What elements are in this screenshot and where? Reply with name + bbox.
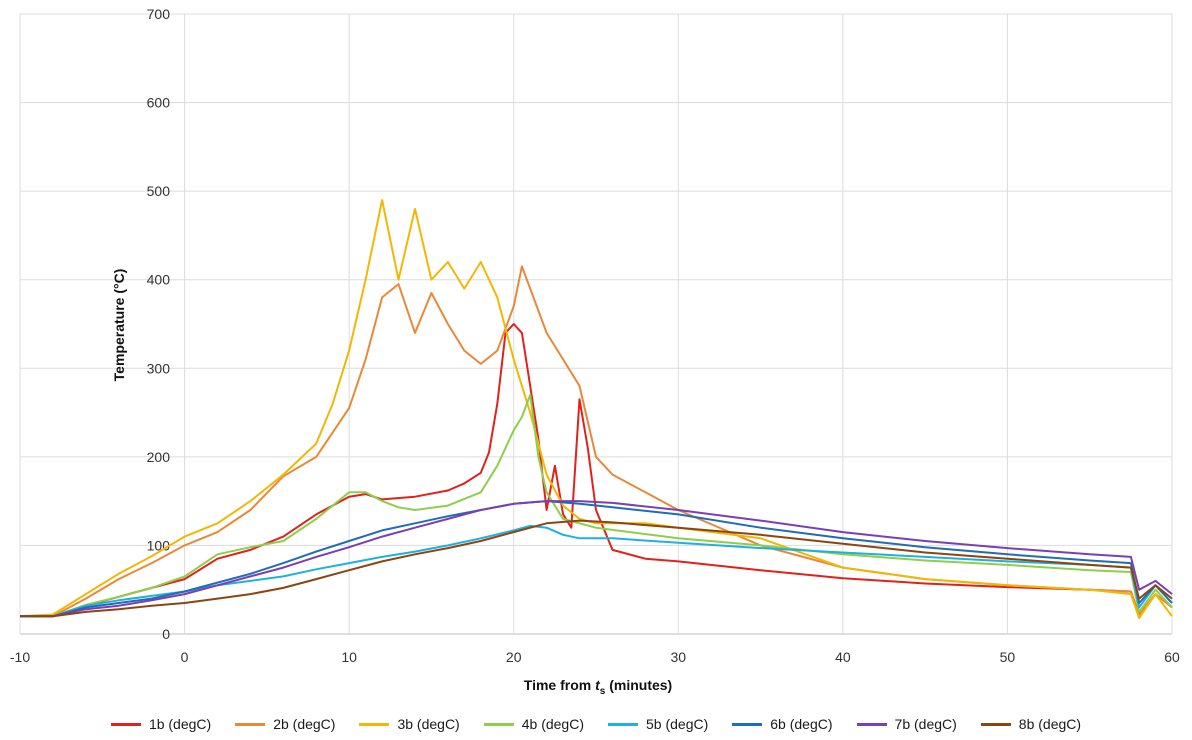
y-tick-label: 700 [147, 6, 171, 22]
series-line-7b [20, 500, 1173, 618]
x-tick-label: 20 [506, 649, 522, 665]
legend-item: 2b (degC) [235, 716, 335, 732]
y-tick-label: 0 [162, 626, 170, 642]
legend-label: 4b (degC) [521, 716, 584, 732]
legend-label: 1b (degC) [148, 716, 212, 732]
legend-item: 3b (degC) [359, 716, 460, 732]
x-axis-title-var: t [595, 677, 601, 693]
x-tick-label: 40 [835, 649, 851, 665]
x-tick-label: 30 [670, 649, 686, 665]
grid-lines [19, 13, 1173, 635]
x-tick-label: 60 [1164, 649, 1180, 665]
legend-item: 7b (degC) [856, 716, 957, 732]
x-tick-label: -10 [10, 649, 30, 665]
series-line-4b [20, 393, 1173, 618]
legend-label: 6b (degC) [770, 716, 833, 732]
legend-label: 8b (degC) [1018, 716, 1082, 732]
x-tick-label: 10 [341, 649, 357, 665]
x-axis-title-sub: s [600, 686, 606, 697]
legend-item: 8b (degC) [980, 716, 1082, 732]
x-axis-title-suffix: (minutes) [605, 677, 672, 693]
legend-swatch [235, 722, 266, 726]
legend-label: 7b (degC) [894, 716, 957, 732]
x-axis-title-prefix: Time from [524, 677, 595, 693]
series-line-3b [19, 199, 1173, 620]
x-tick-label: 0 [181, 649, 189, 665]
legend-swatch [980, 722, 1011, 726]
legend-swatch [856, 722, 887, 726]
y-axis-title: Temperature (°C) [111, 269, 127, 382]
series-line-8b [20, 519, 1173, 618]
legend-item: 6b (degC) [732, 716, 833, 732]
legend-swatch [732, 722, 763, 726]
legend-label: 3b (degC) [397, 716, 460, 732]
legend-label: 2b (degC) [273, 716, 336, 732]
legend-swatch [359, 722, 390, 726]
series-line-1b [20, 323, 1173, 618]
legend-swatch [110, 722, 141, 726]
legend-item: 4b (degC) [483, 716, 584, 732]
legend-swatch [608, 722, 638, 726]
chart-legend: 1b (degC) 2b (degC) 3b (degC) 4b (degC) 5b (… [0, 716, 1192, 732]
legend-item: 1b (degC) [110, 716, 212, 732]
y-tick-label: 400 [147, 272, 171, 288]
legend-item: 5b (degC) [608, 716, 708, 732]
legend-label: 5b (degC) [646, 716, 709, 732]
x-axis-title: Time from ts (minutes) [524, 677, 672, 697]
x-tick-label: 50 [1000, 649, 1016, 665]
legend-swatch [483, 722, 514, 726]
series-lines [19, 199, 1173, 620]
y-tick-label: 200 [147, 449, 171, 465]
y-tick-label: 500 [147, 183, 171, 199]
y-tick-label: 600 [147, 95, 171, 111]
y-tick-label: 300 [147, 360, 171, 376]
